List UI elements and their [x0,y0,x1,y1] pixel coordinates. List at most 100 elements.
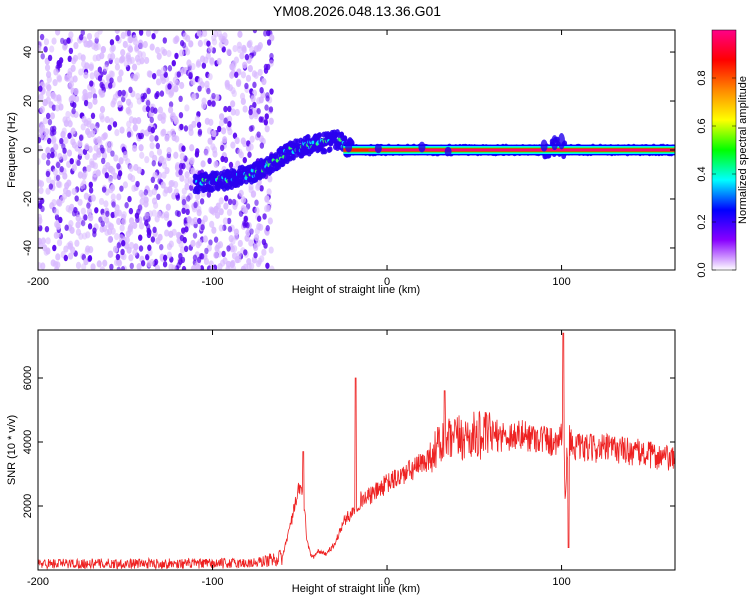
spectrogram-noise-cell [38,127,44,135]
spectrogram-noise-cell [134,212,140,219]
spectrogram-noise-cell [147,189,153,197]
spectrogram-noise-cell [54,214,60,221]
spectrogram-x-tick-label: -200 [27,276,49,288]
spectrogram-noise-cell [219,113,225,121]
spectrogram-noise-cell [202,215,208,223]
spectrogram-noise-cell [131,184,137,193]
spectrogram-noise-cell [225,82,231,90]
spectrogram-noise-cell [222,217,228,225]
spectrogram-noise-cell [179,81,185,90]
spectrogram-noise-cell [207,157,212,165]
spectrogram-noise-cell [104,172,109,179]
spectrogram-noise-cell [68,47,74,55]
snr-y-tick-label: 6000 [22,366,34,390]
spectrogram-noise-cell [55,161,61,169]
spectrogram-noise-cell [109,45,115,54]
spectrogram-noise-cell [66,149,73,157]
spectrogram-noise-cell [96,260,102,268]
spectrogram-noise-cell [207,137,213,145]
spectrogram-noise-cell [70,64,76,73]
spectrogram-noise-cell [190,63,196,71]
spectrogram-noise-cell [178,95,183,103]
spectrogram-noise-cell [145,105,151,113]
spectrogram-noise-cell [49,112,55,120]
spectrogram-noise-cell [156,210,162,218]
spectrogram-noise-cell [38,237,42,245]
spectrogram-y-tick-label: 40 [22,46,34,58]
spectrogram-noise-cell [243,249,248,256]
spectrogram-noise-cell [248,108,253,116]
spectrogram-noise-cell [167,65,173,72]
spectrogram-noise-cell [195,241,201,249]
spectrogram-noise-cell [110,193,116,201]
spectrogram-noise-cell [70,127,76,135]
spectrogram-noise-cell [268,106,274,113]
spectrogram-noise-cell [256,222,262,231]
spectrogram-noise-cell [108,82,113,89]
spectrogram-noise-cell [151,160,156,167]
spectrogram-noise-cell [112,172,118,180]
spectrogram-noise-cell [120,49,126,57]
spectrogram-noise-cell [74,239,80,247]
spectrogram-noise-cell [94,37,99,44]
spectrogram-noise-cell [94,207,99,214]
spectrogram-noise-cell [245,74,252,82]
spectrogram-noise-cell [38,157,41,166]
spectrogram-noise-cell [254,206,260,215]
spectrogram-noise-cell [234,136,240,145]
chart-title: YM08.2026.048.13.36.G01 [273,3,441,19]
spectrogram-noise-cell [168,89,175,97]
spectrogram-blob [444,146,452,157]
spectrogram-noise-cell [65,189,71,198]
spectrogram-noise-cell [196,121,202,129]
spectrogram-y-axis-label: Frequency (Hz) [6,112,18,188]
spectrogram-noise-cell [263,119,269,126]
spectrogram-noise-cell [73,41,79,50]
spectrogram-noise-cell [203,148,209,157]
spectrogram-noise-cell [121,218,127,226]
spectrogram-noise-cell [196,30,202,37]
snr-x-axis-label: Height of straight line (km) [292,583,420,595]
spectrogram-noise-cell [68,220,74,228]
spectrogram-noise-cell [153,30,159,35]
spectrogram-noise-cell [117,100,123,108]
spectrogram-x-axis-label: Height of straight line (km) [292,284,420,296]
spectrogram-noise-cell [218,208,224,216]
spectrogram-noise-cell [50,259,56,267]
spectrogram-noise-cell [116,266,121,270]
spectrogram-noise-cell [223,105,228,113]
spectrogram-noise-cell [226,217,232,225]
spectrogram-noise-cell [60,130,66,138]
colorbar-tick-label: 0.4 [696,166,708,181]
spectrogram-noise-cell [261,77,267,86]
spectrogram-noise-cell [132,221,138,230]
spectrogram-noise-cell [52,244,57,252]
spectrogram-noise-cell [248,143,254,151]
spectrogram-noise-cell [147,244,152,251]
spectrogram-noise-cell [264,113,269,120]
spectrogram-blob [558,132,566,150]
spectrogram-noise-cell [48,183,54,190]
spectrogram-noise-cell [118,56,125,64]
spectrogram-noise-cell [86,117,92,125]
spectrogram-noise-cell [222,136,228,144]
spectrogram-noise-cell [231,245,238,253]
spectrogram-noise-cell [209,220,215,228]
spectrogram-noise-cell [175,162,181,170]
spectrogram-noise-cell [252,30,258,34]
spectrogram-noise-cell [77,139,83,148]
spectrogram-noise-cell [228,161,234,169]
spectrogram-noise-cell [268,59,274,67]
spectrogram-noise-cell [97,66,103,73]
spectrogram-noise-cell [257,42,263,50]
spectrogram-noise-cell [240,71,247,79]
spectrogram-noise-cell [154,46,161,54]
spectrogram-noise-cell [188,71,193,79]
spectrogram-noise-cell [82,232,88,240]
spectrogram-noise-cell [200,224,205,231]
spectrogram-noise-cell [44,64,51,72]
spectrogram-noise-cell [100,157,106,165]
spectrogram-noise-cell [259,185,264,192]
spectrogram-noise-cell [93,70,100,78]
spectrogram-noise-cell [119,224,125,232]
